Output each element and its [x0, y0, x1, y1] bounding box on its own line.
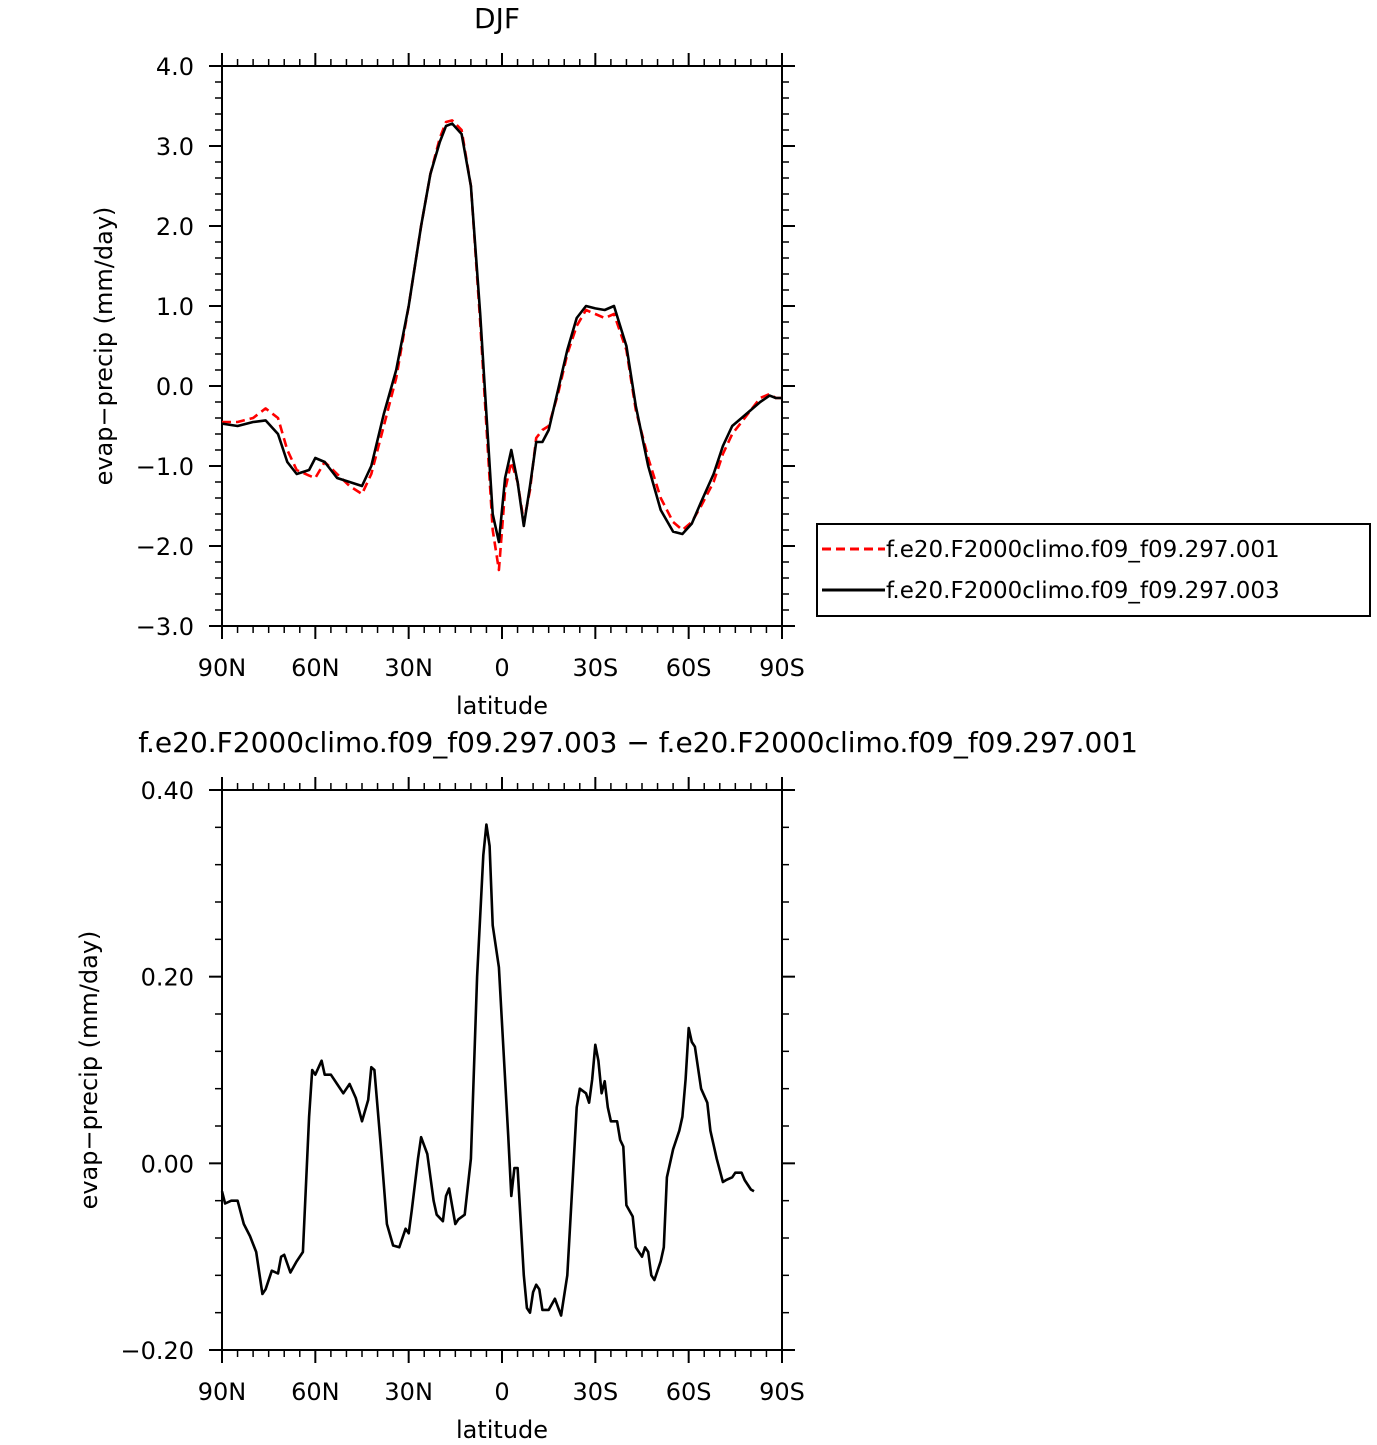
y-tick-labels: −0.20 0.00 0.20 0.40 [120, 777, 194, 1365]
chart-panel-difference: f.e20.F2000climo.f09_f09.297.003 − f.e20… [75, 726, 1138, 1444]
y-tick-label: 0.40 [141, 777, 194, 805]
axis-ticks [209, 53, 795, 639]
y-tick-label: 0.00 [141, 1150, 194, 1178]
y-tick-label: 2.0 [156, 213, 194, 241]
y-tick-label: 4.0 [156, 53, 194, 81]
y-tick-label: −2.0 [136, 533, 194, 561]
y-tick-label: −0.20 [120, 1337, 194, 1365]
x-tick-labels: 90N 60N 30N 0 30S 60S 90S [198, 654, 805, 682]
chart-title: f.e20.F2000climo.f09_f09.297.003 − f.e20… [138, 726, 1138, 759]
y-tick-label: 1.0 [156, 293, 194, 321]
y-tick-labels: −3.0 −2.0 −1.0 0.0 1.0 2.0 3.0 4.0 [136, 53, 194, 641]
x-tick-label: 0 [494, 1378, 509, 1406]
x-tick-label: 30S [572, 654, 618, 682]
x-tick-label: 60S [666, 654, 712, 682]
x-axis-title: latitude [456, 1416, 548, 1444]
x-tick-label: 90S [759, 654, 805, 682]
chart-panel-djf: DJF 90N 60N 30N 0 30S 60S 90S −3.0 −2.0 −1.0 0.0 1… [90, 2, 805, 720]
y-axis-title: evap−precip (mm/day) [90, 207, 118, 486]
legend-label-series-1: f.e20.F2000climo.f09_f09.297.001 [886, 537, 1280, 563]
x-tick-label: 90N [198, 1378, 247, 1406]
x-tick-label: 90S [759, 1378, 805, 1406]
x-tick-label: 90N [198, 654, 247, 682]
chart-title: DJF [474, 2, 520, 35]
x-tick-label: 30S [572, 1378, 618, 1406]
y-tick-label: −1.0 [136, 453, 194, 481]
y-tick-label: 3.0 [156, 133, 194, 161]
series-lines [221, 119, 782, 572]
x-tick-label: 60N [291, 1378, 340, 1406]
series-line-1 [220, 823, 755, 1317]
x-tick-label: 30N [384, 1378, 433, 1406]
y-tick-label: −3.0 [136, 613, 194, 641]
y-tick-label: 0.20 [141, 964, 194, 992]
series-lines [220, 823, 755, 1317]
x-tick-label: 60S [666, 1378, 712, 1406]
legend-label-series-2: f.e20.F2000climo.f09_f09.297.003 [886, 578, 1280, 604]
y-tick-label: 0.0 [156, 373, 194, 401]
series-line-2 [221, 122, 782, 544]
x-tick-label: 30N [384, 654, 433, 682]
legend-box [816, 523, 1371, 617]
axis-ticks [209, 777, 795, 1363]
x-tick-label: 60N [291, 654, 340, 682]
legend: f.e20.F2000climo.f09_f09.297.001 f.e20.F… [816, 523, 1371, 617]
x-tick-labels: 90N 60N 30N 0 30S 60S 90S [198, 1378, 805, 1406]
x-tick-label: 0 [494, 654, 509, 682]
x-axis-title: latitude [456, 692, 548, 720]
y-axis-title: evap−precip (mm/day) [75, 931, 103, 1210]
